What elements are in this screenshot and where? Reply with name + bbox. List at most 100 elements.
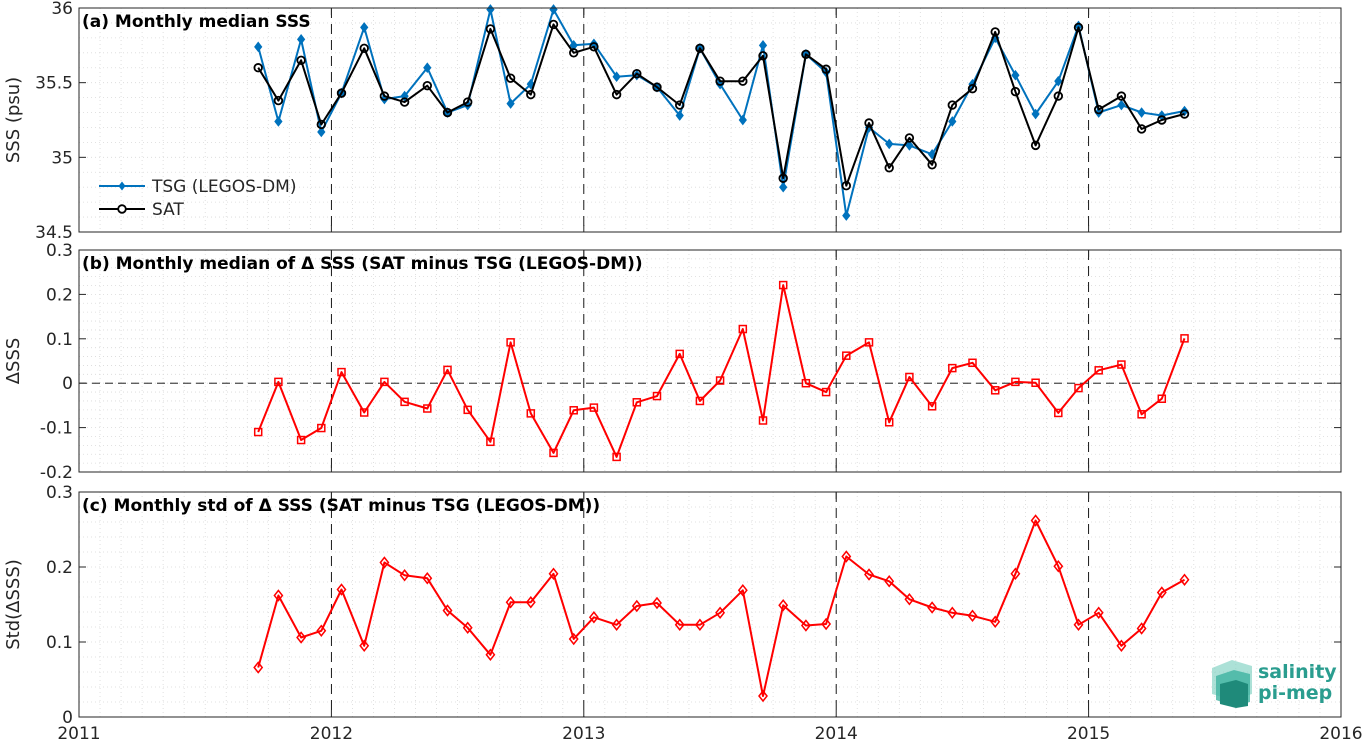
data-point xyxy=(316,624,327,637)
data-point xyxy=(821,64,831,74)
data-point xyxy=(525,596,536,609)
data-point xyxy=(990,386,1000,395)
data-point xyxy=(462,97,473,107)
data-point xyxy=(947,100,958,110)
data-point xyxy=(1116,91,1127,101)
data-point xyxy=(1180,334,1189,343)
data-point xyxy=(337,367,346,377)
series-delta-2 xyxy=(253,280,1189,462)
data-point xyxy=(675,100,685,110)
data-point xyxy=(400,397,409,407)
series-line xyxy=(257,284,1186,458)
y-tick-label: 0.2 xyxy=(46,285,73,305)
data-point xyxy=(864,338,874,347)
data-point xyxy=(842,210,851,221)
data-point xyxy=(589,403,599,412)
data-point xyxy=(695,43,705,54)
data-point xyxy=(884,575,895,588)
data-point xyxy=(506,98,515,109)
data-point xyxy=(905,140,914,151)
data-point xyxy=(317,423,326,433)
data-point xyxy=(927,402,937,411)
data-point xyxy=(927,149,937,160)
data-point xyxy=(569,48,579,58)
data-point xyxy=(758,689,768,703)
data-point xyxy=(359,43,369,54)
data-point xyxy=(1179,573,1190,586)
data-point xyxy=(778,280,788,290)
data-point xyxy=(675,349,684,359)
data-point xyxy=(273,589,284,602)
data-point xyxy=(1053,560,1064,573)
data-point xyxy=(968,358,977,368)
y-tick-label: 0.1 xyxy=(46,633,73,653)
data-point xyxy=(443,365,452,375)
data-point xyxy=(253,63,263,73)
y-axis-label: Std(ΔSSS) xyxy=(3,559,24,650)
year-gridlines xyxy=(330,492,1090,717)
data-point xyxy=(694,618,705,631)
data-point xyxy=(568,632,579,646)
panel-3: 0 0.1 0.2 0.3 2011 2012 2013 2014 2015 2016 Std(ΔS… xyxy=(3,483,1363,744)
data-point xyxy=(1053,91,1064,101)
data-point xyxy=(967,609,978,622)
data-point xyxy=(526,409,536,418)
panel-title: (b) Monthly median of Δ SSS (SAT minus T… xyxy=(82,254,643,274)
data-point xyxy=(506,338,515,347)
y-tick-label: -0.1 xyxy=(40,419,73,439)
data-point xyxy=(336,88,347,98)
x-tick-label: 2013 xyxy=(562,724,605,744)
data-point xyxy=(1137,410,1146,419)
data-point xyxy=(1030,514,1041,527)
y-tick-label: 0 xyxy=(62,708,73,728)
data-point xyxy=(400,90,409,102)
data-point xyxy=(486,437,495,447)
data-point xyxy=(379,91,390,101)
data-point xyxy=(1093,606,1104,619)
legend-marker xyxy=(118,181,126,191)
data-point xyxy=(526,89,536,100)
data-point xyxy=(274,377,283,387)
data-point xyxy=(1117,99,1126,111)
y-tick-label: 0.3 xyxy=(46,241,73,261)
data-point xyxy=(1116,639,1127,652)
data-point xyxy=(548,19,559,30)
data-point xyxy=(652,596,662,610)
legend-label: SAT xyxy=(152,200,184,220)
data-point xyxy=(569,406,578,415)
data-point xyxy=(778,599,789,612)
data-point xyxy=(442,107,453,118)
data-point xyxy=(905,372,914,382)
data-point xyxy=(1136,124,1147,134)
data-point xyxy=(778,173,788,183)
data-point xyxy=(1031,108,1040,120)
y-tick-label: 34.5 xyxy=(35,223,73,243)
data-point xyxy=(423,62,432,74)
series-sat-1 xyxy=(253,19,1190,191)
y-tick-label: 35 xyxy=(51,148,73,168)
x-tick-label: 2016 xyxy=(1319,724,1362,744)
data-point xyxy=(423,404,432,413)
data-point xyxy=(841,181,851,191)
data-point xyxy=(695,396,705,406)
series-delta-3 xyxy=(253,514,1190,703)
y-tick-label: 36 xyxy=(51,0,73,19)
logo-line2: pi-mep xyxy=(1258,682,1332,704)
minor-grid xyxy=(79,250,1341,472)
data-point xyxy=(1157,115,1167,125)
data-point xyxy=(1030,140,1041,151)
data-point xyxy=(821,617,832,631)
data-point xyxy=(948,363,957,373)
data-point xyxy=(316,119,327,130)
data-point xyxy=(674,618,685,631)
data-point xyxy=(1011,69,1020,81)
panel-1: 34.5 35 35.5 36 SSS (psu) (a) Monthly median … xyxy=(3,0,1342,243)
data-point xyxy=(1010,86,1021,97)
data-point xyxy=(1117,360,1126,369)
y-tick-label: 0 xyxy=(62,374,73,394)
data-point xyxy=(611,618,622,631)
panel-title: (c) Monthly std of Δ SSS (SAT minus TSG … xyxy=(82,496,600,516)
y-tick-label: 0.1 xyxy=(46,330,73,350)
data-point xyxy=(1136,622,1147,635)
data-point xyxy=(652,82,662,92)
